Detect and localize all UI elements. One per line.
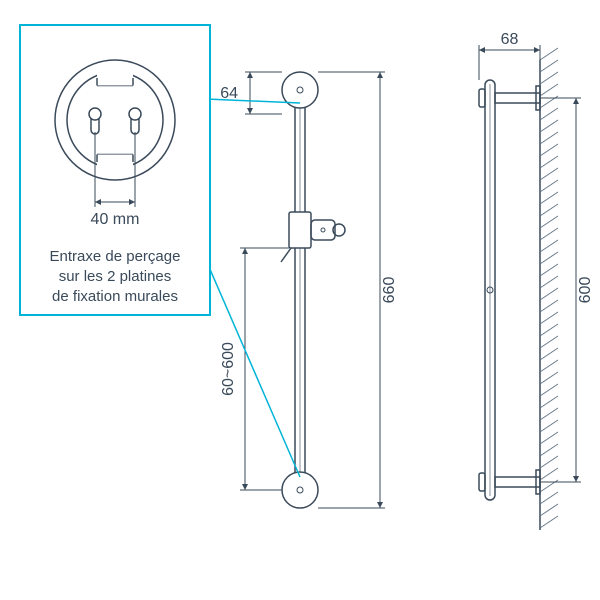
dim-hole-spacing: 40 mm — [91, 211, 140, 228]
callout-caption-line-0: Entraxe de perçage — [50, 248, 181, 265]
dim-overall: 660 — [381, 277, 398, 304]
dim-side-height: 600 — [577, 277, 594, 304]
technical-drawing: 6466060~6006860040 mmEntraxe de perçages… — [0, 0, 600, 600]
slider-bracket — [289, 212, 311, 248]
dim-depth: 68 — [501, 31, 519, 48]
callout-caption-line-2: de fixation murales — [52, 288, 178, 305]
dim-travel: 60~600 — [220, 342, 237, 396]
callout-caption-line-1: sur les 2 platines — [59, 268, 172, 285]
bottom-mount — [282, 472, 318, 508]
